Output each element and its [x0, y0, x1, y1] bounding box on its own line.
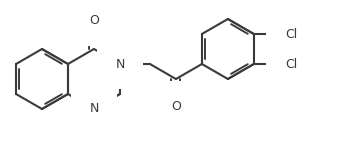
- Text: N: N: [115, 57, 125, 70]
- Text: O: O: [171, 100, 181, 113]
- Text: Cl: Cl: [285, 57, 298, 70]
- Text: Cl: Cl: [285, 27, 298, 41]
- Text: O: O: [89, 14, 99, 27]
- Text: N: N: [89, 103, 99, 116]
